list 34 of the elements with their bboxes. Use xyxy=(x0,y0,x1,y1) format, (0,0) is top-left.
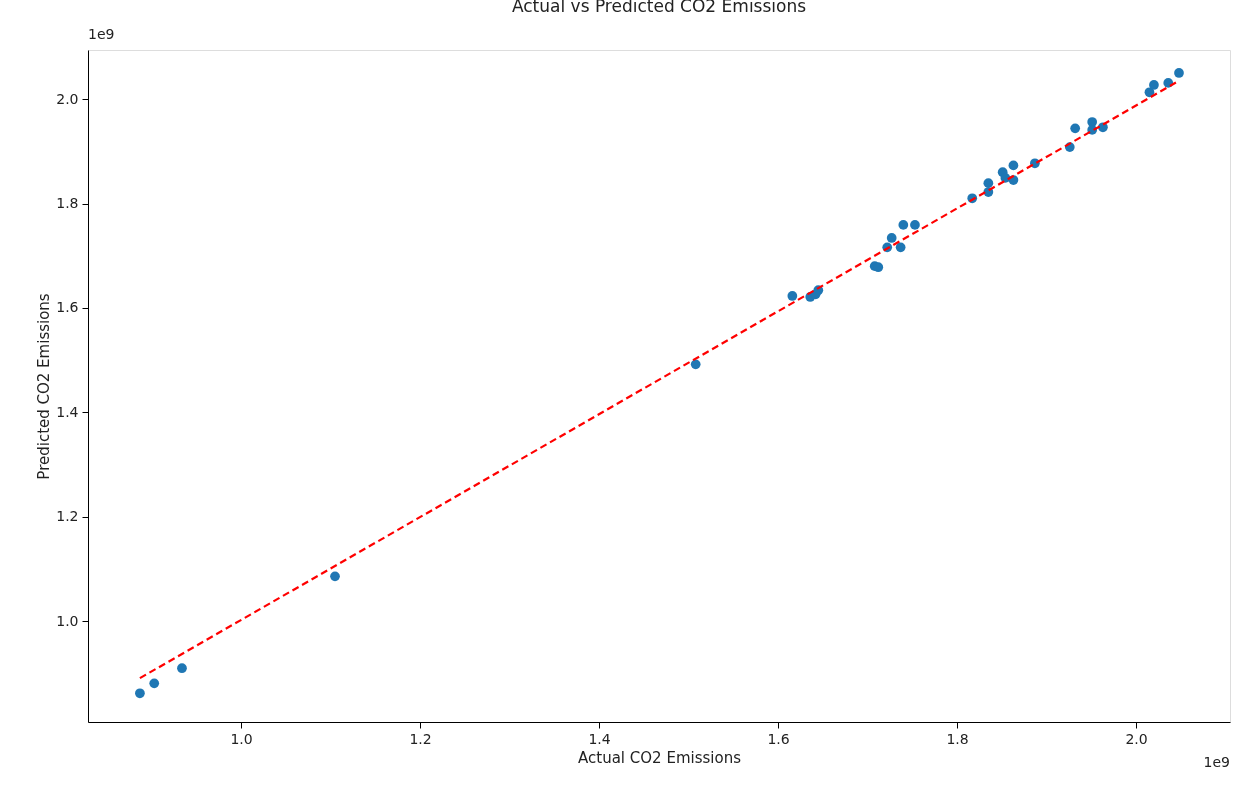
point xyxy=(886,233,897,243)
y-axis-title: Predicted CO2 Emissions xyxy=(35,293,54,480)
point xyxy=(895,242,906,253)
point xyxy=(1070,123,1081,134)
y-tick-label: 1.2 xyxy=(56,508,79,525)
y-tick-label: 1.0 xyxy=(56,612,79,629)
x-axis-title: Actual CO2 Emissions xyxy=(578,748,742,767)
point xyxy=(690,359,701,370)
y-tick-label: 1.8 xyxy=(56,195,79,212)
text: 1e9 xyxy=(88,26,115,42)
point xyxy=(983,178,994,189)
point xyxy=(1008,160,1019,171)
point xyxy=(1163,78,1174,88)
x-tick-label: 1.0 xyxy=(230,730,253,747)
point xyxy=(177,663,187,674)
chart-title: Actual vs Predicted CO2 Emissions xyxy=(511,0,807,16)
x-tick-label: 2.0 xyxy=(1125,730,1148,747)
x-tick-label: 1.6 xyxy=(767,730,790,747)
point xyxy=(898,220,909,230)
x-tick-label: 1.8 xyxy=(946,730,969,747)
point xyxy=(149,678,160,689)
point xyxy=(910,220,920,230)
point xyxy=(873,262,884,273)
point xyxy=(135,688,145,699)
x-tick-label: 1.2 xyxy=(409,730,432,747)
x-tick-label: 1.4 xyxy=(588,730,611,747)
y-tick-label: 1.6 xyxy=(56,299,79,316)
point xyxy=(330,571,340,582)
y-tick-label: 1.4 xyxy=(56,403,79,420)
point xyxy=(1174,68,1184,78)
point xyxy=(1149,80,1159,90)
point xyxy=(787,291,798,301)
text: 1e9 xyxy=(1203,754,1230,770)
y-tick-label: 2.0 xyxy=(56,90,79,107)
